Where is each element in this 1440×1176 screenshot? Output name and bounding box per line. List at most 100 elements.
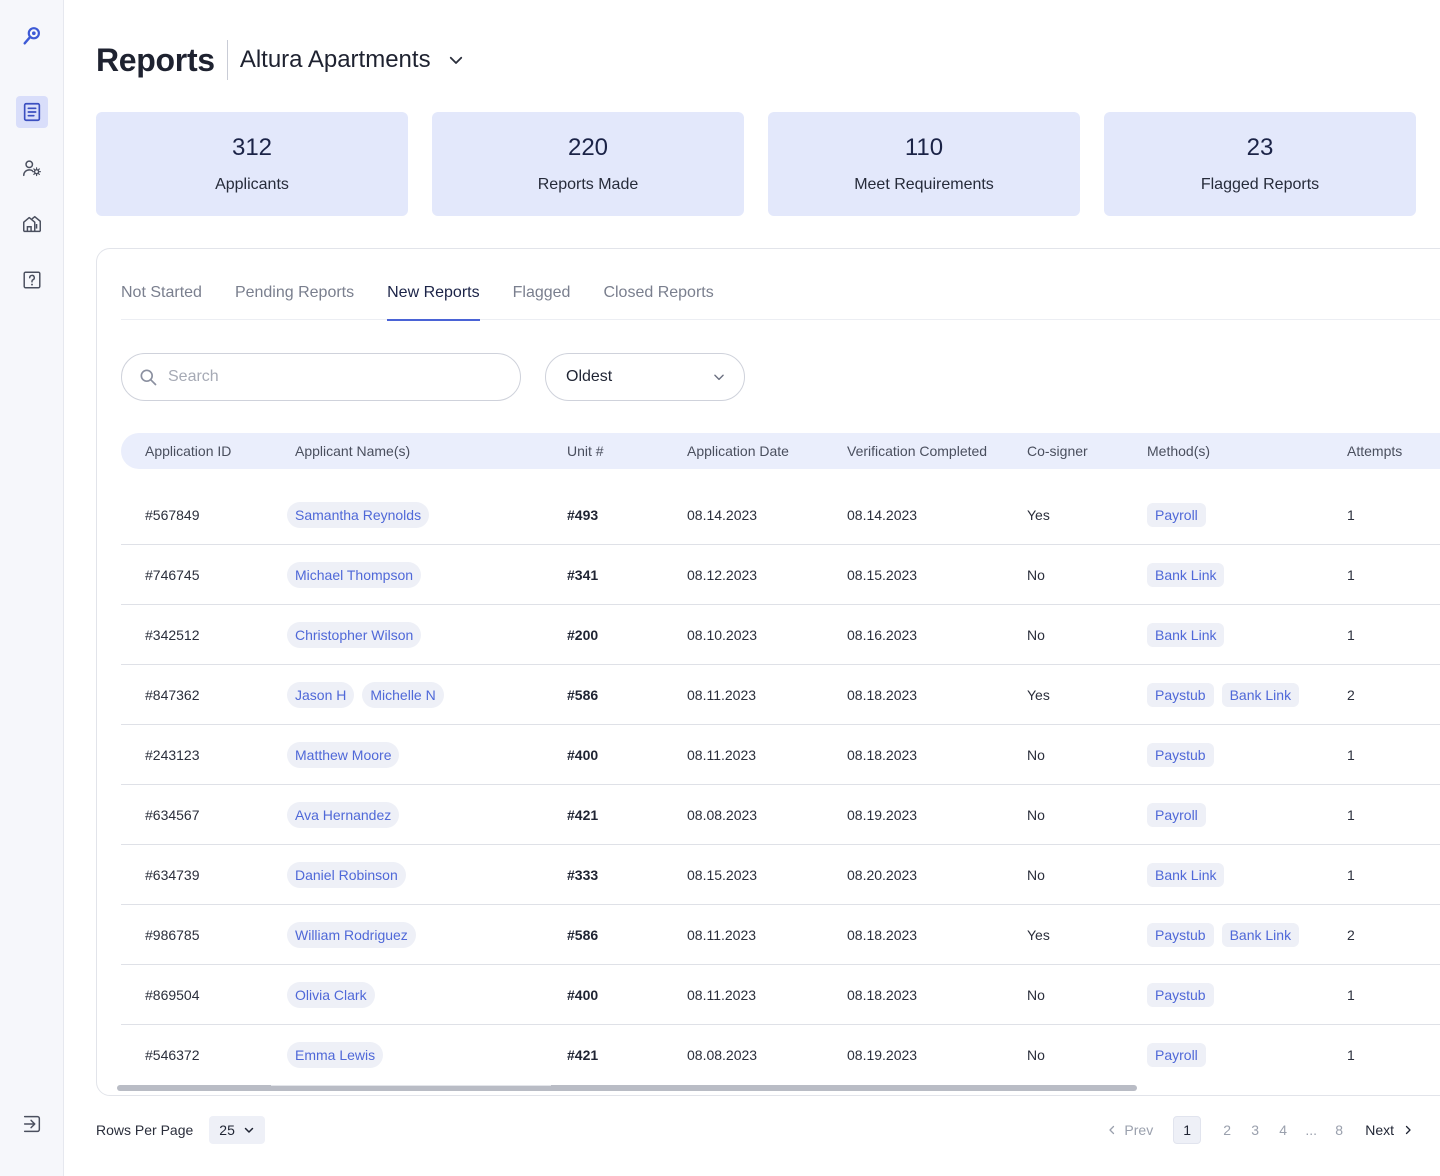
rows-per-page-select[interactable]: 25 [209,1116,265,1144]
stat-card-meet-requirements[interactable]: 110 Meet Requirements [768,112,1080,216]
cosigner-value: No [1027,627,1045,643]
stat-label: Applicants [215,176,289,193]
property-name[interactable]: Altura Apartments [239,46,431,73]
application-date: 08.15.2023 [687,867,758,883]
application-date: 08.14.2023 [687,507,758,523]
chevron-down-icon[interactable] [445,49,467,71]
cosigner-value: Yes [1027,507,1050,523]
page-button-last[interactable]: 8 [1335,1122,1344,1138]
applicant-chip[interactable]: William Rodriguez [287,922,416,948]
prev-page-button[interactable]: Prev [1106,1122,1153,1138]
application-id: #986785 [145,927,200,943]
method-badge: Bank Link [1147,563,1225,587]
attempts-count: 1 [1347,627,1355,643]
applicant-chip[interactable]: Samantha Reynolds [287,502,430,528]
application-date: 08.08.2023 [687,807,758,823]
column-header[interactable]: Applicant Name(s) [295,443,411,459]
unit-value: #493 [567,507,599,523]
application-date: 08.11.2023 [687,747,757,763]
method-badge: Paystub [1147,683,1214,707]
page-button[interactable]: 4 [1279,1122,1288,1138]
applicant-chip[interactable]: Michelle N [362,682,444,708]
applicant-chip[interactable]: Matthew Moore [287,742,400,768]
rows-per-page-label: Rows Per Page [96,1122,194,1138]
sidebar [0,0,64,1176]
tab-not-started[interactable]: Not Started [121,283,202,301]
chevron-left-icon [1109,1125,1115,1135]
column-header[interactable]: Application ID [145,443,232,459]
table-row[interactable]: #986785 William Rodriguez #586 08.11.2023 08… [121,905,1440,965]
tab-pending-reports[interactable]: Pending Reports [234,283,355,301]
applicant-chip[interactable]: Olivia Clark [287,982,375,1008]
properties-icon[interactable] [16,208,48,240]
column-header[interactable]: Co-signer [1027,443,1088,459]
verification-date: 08.18.2023 [847,747,918,763]
users-settings-icon[interactable] [16,152,48,184]
applicant-chip[interactable]: Ava Hernandez [287,802,400,828]
application-id: #634567 [145,807,200,823]
tab-closed-reports[interactable]: Closed Reports [603,283,714,301]
application-id: #634739 [145,867,200,883]
applicant-chip[interactable]: Emma Lewis [287,1042,384,1068]
logo-icon[interactable] [16,20,48,52]
verification-date: 08.18.2023 [847,927,918,943]
attempts-count: 2 [1347,687,1355,703]
applicant-names: Samantha Reynolds [287,485,437,545]
verification-date: 08.18.2023 [847,687,918,703]
horizontal-scrollbar[interactable] [117,1085,1137,1091]
applicant-names: Ava Hernandez [287,785,407,845]
table-row[interactable]: #342512 Christopher Wilson #200 08.10.2023 0… [121,605,1440,665]
stat-label: Flagged Reports [1200,176,1320,193]
table-row[interactable]: #746745 Michael Thompson #341 08.12.2023 08.… [121,545,1440,605]
column-header[interactable]: Method(s) [1147,443,1211,459]
methods: Paystub [1147,965,1222,1025]
applicant-names: Jason H Michelle N [287,665,452,725]
table-row[interactable]: #634739 Daniel Robinson #333 08.15.2023 08.2… [121,845,1440,905]
stat-card-applicants[interactable]: 312 Applicants [96,112,408,216]
applicant-chip[interactable]: Daniel Robinson [287,862,406,888]
applicant-chip[interactable]: Christopher Wilson [287,622,422,648]
unit-value: #341 [567,567,599,583]
method-badge: Bank Link [1221,683,1300,707]
column-header[interactable]: Unit # [567,443,604,459]
page-button[interactable]: 3 [1251,1122,1260,1138]
next-page-button[interactable]: Next [1365,1122,1414,1138]
page-button[interactable]: 2 [1223,1122,1232,1138]
table-row[interactable]: #847362 Jason H Michelle N #586 08.11.2023 08… [121,665,1440,725]
method-badge: Bank Link [1147,623,1225,647]
cosigner-value: Yes [1027,927,1050,943]
tab-flagged[interactable]: Flagged [512,283,571,301]
unit-value: #200 [567,627,599,643]
report-tabs: Not Started Pending Reports New Reports … [121,249,1440,321]
application-id: #342512 [145,627,200,643]
applicant-chip[interactable]: Michael Thompson [287,562,422,588]
method-badge: Paystub [1147,743,1214,767]
unit-value: #421 [567,1047,599,1063]
page-ellipsis: ... [1305,1122,1318,1138]
stat-card-flagged-reports[interactable]: 23 Flagged Reports [1104,112,1416,216]
table-row[interactable]: #243123 Matthew Moore #400 08.11.2023 08.18.… [121,725,1440,785]
page-button-current[interactable]: 1 [1173,1116,1202,1144]
column-header[interactable]: Attempts [1347,443,1403,459]
application-id: #567849 [145,507,200,523]
column-header[interactable]: Application Date [687,443,789,459]
application-id: #746745 [145,567,200,583]
table-row[interactable]: #634567 Ava Hernandez #421 08.08.2023 08.19.… [121,785,1440,845]
rows-per-page: Rows Per Page 25 [96,1116,265,1144]
reports-icon[interactable] [16,96,48,128]
logout-icon[interactable] [16,1108,48,1140]
search-input[interactable] [168,368,488,386]
help-icon[interactable] [16,264,48,296]
stat-card-reports-made[interactable]: 220 Reports Made [432,112,744,216]
tab-new-reports[interactable]: New Reports [387,249,481,321]
applicant-names: Daniel Robinson [287,845,414,905]
sort-select[interactable]: Oldest [545,353,745,401]
column-header[interactable]: Verification Completed [847,443,988,459]
table-row[interactable]: #546372 Emma Lewis #421 08.08.2023 08.19.202… [121,1025,1440,1085]
table-row[interactable]: #869504 Olivia Clark #400 08.11.2023 08.18.2… [121,965,1440,1025]
stats-cards: 312 Applicants 220 Reports Made 110 Meet… [96,112,1416,216]
applicant-chip[interactable]: Jason H [287,682,355,708]
unit-number: #586 [567,905,598,965]
table-row[interactable]: #567849 Samantha Reynolds #493 08.14.2023 08… [121,485,1440,545]
rows-per-page-value: 25 [219,1122,235,1138]
